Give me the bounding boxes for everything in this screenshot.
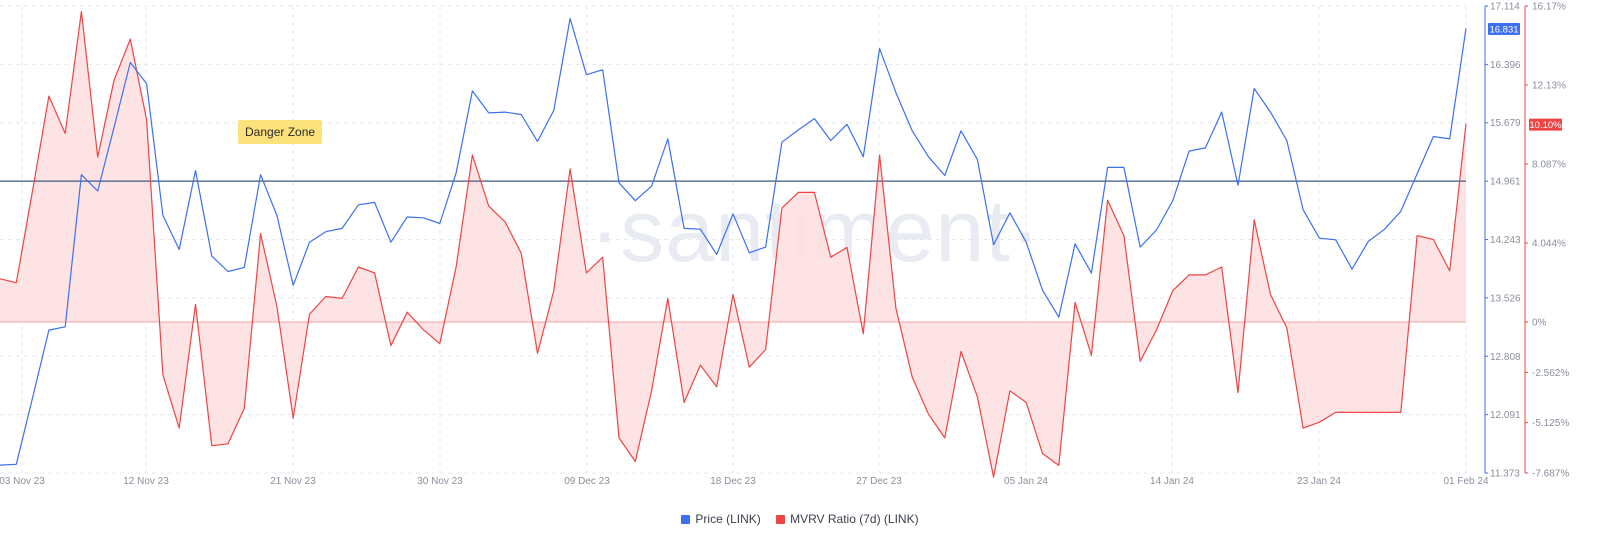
price-tick-label: 12.091 (1490, 410, 1521, 421)
x-tick-label: 30 Nov 23 (417, 476, 463, 487)
tick-labels: 17.114 16.396 15.679 14.961 14.243 13.526 12.8… (0, 2, 1569, 488)
mvrv-tick-label: 8.087% (1532, 159, 1566, 170)
x-tick-label: 23 Jan 24 (1297, 476, 1341, 487)
chart-legend: Price (LINK) MVRV Ratio (7d) (LINK) (0, 512, 1600, 527)
price-swatch-icon (681, 514, 691, 524)
price-current-value: 16.831 (1489, 25, 1518, 36)
price-tick-label: 12.808 (1490, 352, 1521, 363)
price-series-line (0, 17, 1467, 466)
price-tick-label: 15.679 (1490, 118, 1521, 129)
mvrv-current-badge (1529, 118, 1562, 131)
mvrv-tick-label: 0% (1532, 318, 1547, 329)
mvrv-tick-label: -2.562% (1532, 368, 1569, 379)
danger-zone-annotation: Danger Zone (238, 120, 323, 144)
mvrv-area (0, 11, 1466, 478)
mvrv-current-value: 10.10% (1529, 120, 1562, 131)
mvrv-tick-label: 16.17% (1532, 2, 1566, 13)
mvrv-series-line (0, 11, 1467, 478)
legend-label-price: Price (LINK) (695, 512, 761, 526)
price-current-badge (1488, 23, 1520, 36)
price-tick-label: 17.114 (1490, 2, 1520, 13)
mvrv-tick-label: 12.13% (1532, 80, 1566, 91)
price-tick-label: 16.396 (1490, 60, 1521, 71)
price-tick-label: 14.243 (1490, 235, 1521, 246)
x-tick-label: 14 Jan 24 (1150, 476, 1194, 487)
x-tick-label: 01 Feb 24 (1443, 476, 1488, 487)
chart-axes (1484, 5, 1528, 474)
x-tick-label: 18 Dec 23 (710, 476, 756, 487)
price-tick-label: 14.961 (1490, 177, 1521, 188)
x-tick-label: 21 Nov 23 (270, 476, 316, 487)
x-tick-label: 09 Dec 23 (564, 476, 610, 487)
x-tick-label: 12 Nov 23 (123, 476, 169, 487)
x-tick-label: 05 Jan 24 (1004, 476, 1048, 487)
legend-item-mvrv[interactable]: MVRV Ratio (7d) (LINK) (776, 512, 919, 526)
mvrv-tick-label: -5.125% (1532, 418, 1569, 429)
mvrv-swatch-icon (776, 514, 786, 524)
legend-label-mvrv: MVRV Ratio (7d) (LINK) (790, 512, 919, 526)
price-tick-label: 13.526 (1490, 293, 1521, 304)
price-tick-label: 11.373 (1490, 469, 1520, 480)
mvrv-tick-label: 4.044% (1532, 238, 1566, 249)
series-lines (0, 11, 1467, 478)
legend-item-price[interactable]: Price (LINK) (681, 512, 761, 526)
mvrv-tick-label: -7.687% (1532, 469, 1569, 480)
x-tick-label: 27 Dec 23 (856, 476, 902, 487)
x-tick-label: 03 Nov 23 (0, 476, 45, 487)
